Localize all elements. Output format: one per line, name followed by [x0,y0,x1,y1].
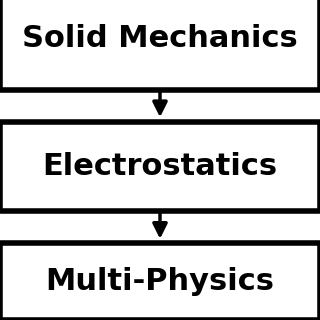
Text: Multi-Physics: Multi-Physics [45,267,275,296]
Text: Solid Mechanics: Solid Mechanics [22,24,298,53]
Bar [0,0,320,90]
Bar [0,122,320,211]
Text: Electrostatics: Electrostatics [43,152,277,181]
Bar [0,243,320,320]
